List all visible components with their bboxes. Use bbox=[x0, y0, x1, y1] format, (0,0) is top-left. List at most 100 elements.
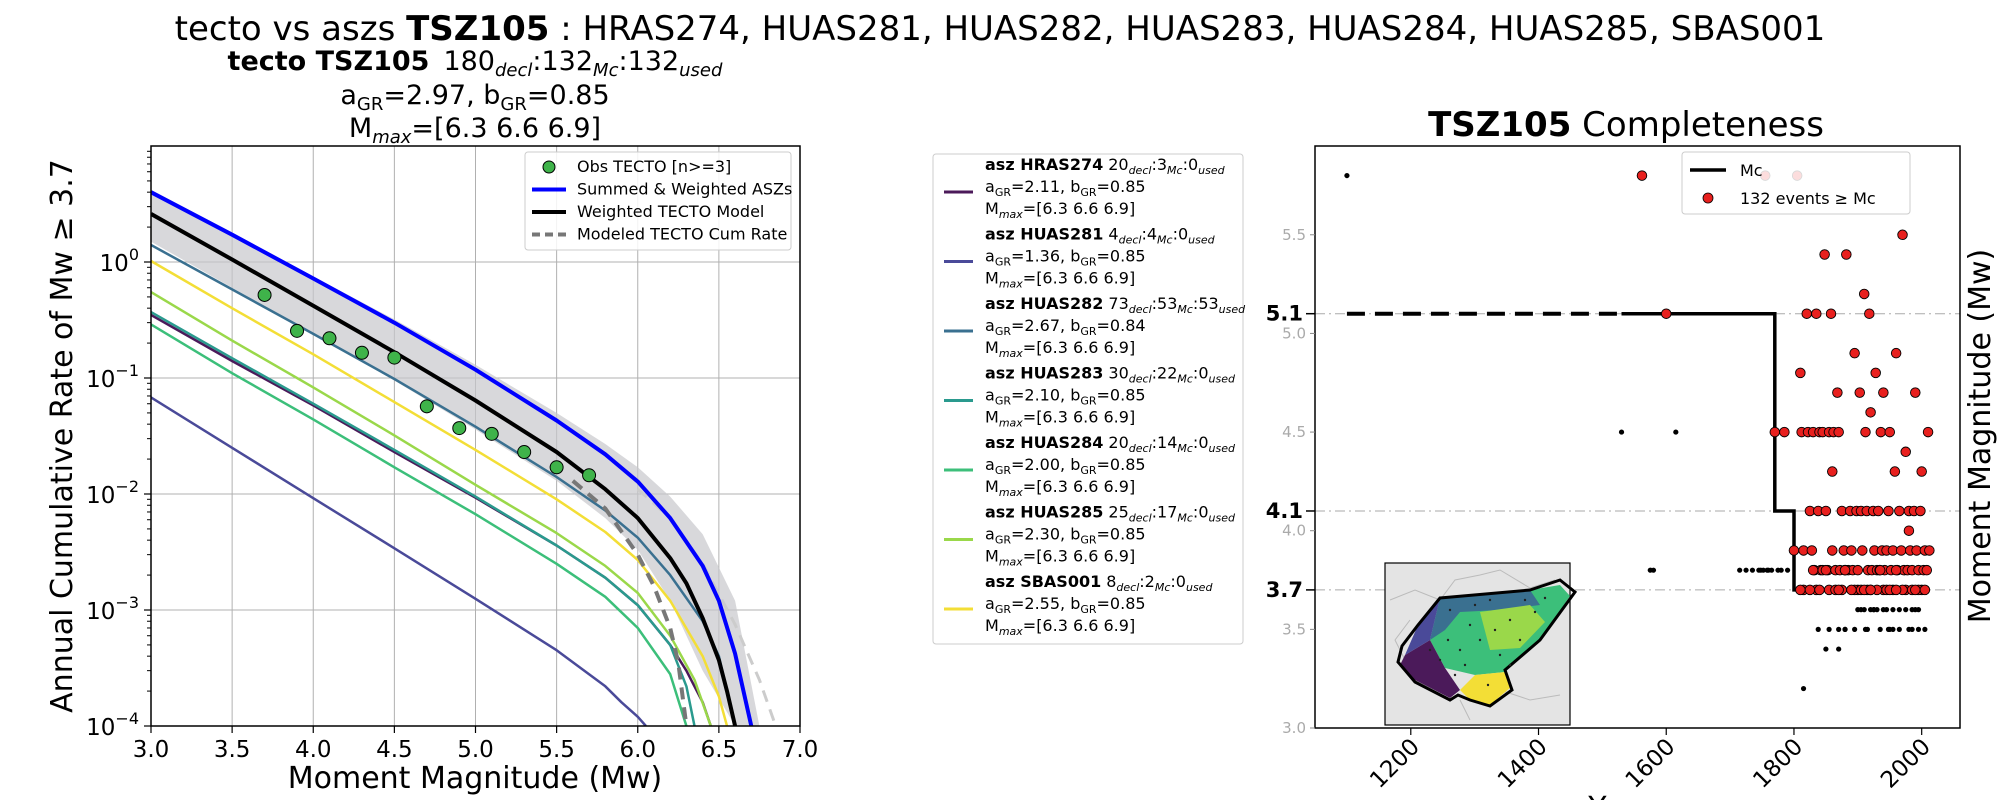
asz-legend-colon: : bbox=[1152, 294, 1157, 313]
completeness-event-below bbox=[1769, 567, 1775, 573]
title-prefix: tecto vs aszs bbox=[175, 9, 406, 49]
inset-map-event bbox=[1498, 653, 1502, 657]
completeness-chart: 1200 1400 1600 1800 2000 3.03.54.04.55.05.5 … bbox=[1266, 145, 1998, 800]
asz-legend-mc-sub: Mc bbox=[1155, 581, 1171, 594]
completeness-event-above bbox=[1846, 584, 1857, 596]
left-subtitle-colon1: : bbox=[532, 46, 541, 77]
left-b-letter: b bbox=[483, 80, 500, 111]
asz-legend-b-letter: b bbox=[1070, 177, 1080, 196]
inset-map-event bbox=[1518, 638, 1522, 642]
asz-legend-used: 53 bbox=[1198, 294, 1218, 313]
asz-legend-eq: = bbox=[1023, 199, 1036, 218]
asz-legend-eq: = bbox=[1097, 247, 1110, 266]
asz-legend-line2: aGR=2.10, bGR=0.85 bbox=[985, 386, 1146, 408]
completeness-event-below bbox=[1344, 172, 1350, 179]
completeness-event-above bbox=[1900, 446, 1911, 458]
rate-x-label: Moment Magnitude (Mw) bbox=[288, 761, 663, 796]
completeness-plot-frame bbox=[1314, 145, 1961, 729]
rate-legend: Obs TECTO [n>=3] Summed & Weighted ASZs We… bbox=[524, 151, 792, 251]
completeness-event-below bbox=[1800, 685, 1807, 692]
completeness-event-above bbox=[1814, 584, 1825, 596]
asz-legend-decl: 25 bbox=[1108, 503, 1128, 522]
rate-observed-point bbox=[290, 323, 305, 338]
rate-chart: 3.0 3.5 4.0 4.5 5.0 5.5 6.0 6.5 7.0 10010−110−21… bbox=[45, 145, 818, 796]
completeness-event-above bbox=[1811, 308, 1822, 319]
asz-legend-line1: asz HUAS281 4decl:4Mc:0used bbox=[985, 225, 1216, 247]
asz-legend-name: HUAS285 bbox=[1020, 503, 1103, 522]
left-subtitle-used: 132 bbox=[628, 46, 680, 77]
asz-legend-m-letter: M bbox=[985, 338, 999, 357]
asz-legend-max-sub: max bbox=[999, 556, 1023, 569]
completeness-event-above bbox=[1795, 367, 1806, 379]
completeness-event-above bbox=[1819, 249, 1830, 260]
asz-legend-b: 0.85 bbox=[1110, 247, 1146, 266]
completeness-event-above bbox=[1833, 426, 1844, 438]
asz-legend-gr-sub: GR bbox=[1080, 325, 1097, 338]
asz-legend-gr-sub: GR bbox=[1080, 395, 1097, 408]
inset-map-borders bbox=[1389, 569, 1561, 721]
rate-x-tick-label: 4.5 bbox=[376, 737, 413, 763]
completeness-event-below bbox=[1890, 626, 1896, 632]
completeness-legend: Mc 132 events ≥ Mc bbox=[1681, 151, 1911, 215]
completeness-event-below bbox=[1896, 607, 1902, 613]
completeness-event-above bbox=[1910, 584, 1921, 596]
rate-x-tick-label: 6.5 bbox=[701, 737, 738, 763]
left-a-sub: GR bbox=[357, 94, 383, 115]
asz-legend-used-sub: used bbox=[1198, 164, 1225, 177]
completeness-y-tick-label: 3.5 bbox=[1282, 620, 1306, 638]
completeness-x-ticks: 1200 1400 1600 1800 2000 bbox=[1365, 728, 1936, 794]
asz-legend-line3: Mmax=[6.3 6.6 6.9] bbox=[985, 269, 1135, 291]
asz-legend-line2: aGR=1.36, bGR=0.85 bbox=[985, 247, 1146, 269]
left-mmax-value: [6.3 6.6 6.9] bbox=[434, 113, 601, 144]
left-b-sub: GR bbox=[500, 94, 526, 115]
asz-legend-eq: = bbox=[1011, 525, 1024, 544]
asz-legend-eq: = bbox=[1011, 177, 1024, 196]
asz-legend-line3: Mmax=[6.3 6.6 6.9] bbox=[985, 547, 1135, 569]
completeness-event-below bbox=[1852, 626, 1858, 632]
asz-legend-gr-sub: GR bbox=[995, 325, 1012, 338]
completeness-event-above bbox=[1825, 308, 1837, 319]
title-zone: TSZ105 bbox=[406, 9, 549, 49]
completeness-event-above bbox=[1922, 426, 1934, 438]
completeness-legend-marker bbox=[1702, 192, 1714, 204]
completeness-event-above bbox=[1860, 426, 1871, 438]
asz-legend-b: 0.85 bbox=[1110, 594, 1146, 613]
rate-y-tick-label: 10−4 bbox=[86, 709, 139, 741]
completeness-event-below bbox=[1842, 626, 1848, 632]
left-max-sub: max bbox=[372, 127, 412, 148]
asz-legend-line2: aGR=2.11, bGR=0.85 bbox=[985, 177, 1146, 199]
completeness-event-above bbox=[1779, 426, 1790, 438]
completeness-event-above bbox=[1827, 466, 1838, 477]
asz-legend-a: 1.36 bbox=[1024, 247, 1060, 266]
asz-legend-mc-sub: Mc bbox=[1177, 303, 1193, 316]
asz-legend-line3: Mmax=[6.3 6.6 6.9] bbox=[985, 408, 1135, 430]
rate-observed-point bbox=[452, 421, 467, 436]
asz-legend-a: 2.10 bbox=[1024, 386, 1060, 405]
asz-legend-name: HUAS283 bbox=[1020, 364, 1103, 383]
asz-legend-a-letter: a bbox=[985, 525, 995, 544]
completeness-event-above bbox=[1806, 545, 1818, 556]
rate-legend-label: Obs TECTO [n>=3] bbox=[577, 157, 731, 176]
asz-legend-max-sub: max bbox=[999, 486, 1023, 499]
rate-legend-box bbox=[524, 151, 792, 251]
inset-map-event bbox=[1428, 648, 1432, 652]
completeness-event-above bbox=[1846, 545, 1857, 556]
asz-legend-colon: : bbox=[1193, 364, 1198, 383]
completeness-event-below bbox=[1823, 646, 1829, 652]
asz-legend-prefix: asz bbox=[985, 294, 1020, 313]
asz-legend-gr-sub: GR bbox=[995, 256, 1012, 269]
asz-legend-eq: = bbox=[1023, 408, 1036, 427]
inset-zone-huas285 bbox=[1480, 605, 1545, 650]
rate-series bbox=[151, 190, 778, 726]
completeness-event-below bbox=[1862, 626, 1869, 632]
completeness-event-below bbox=[1673, 429, 1679, 435]
asz-legend-colon: : bbox=[1139, 572, 1144, 591]
rate-observed-point bbox=[354, 345, 369, 360]
asz-legend-used-sub: used bbox=[1188, 234, 1215, 247]
asz-legend-prefix: asz bbox=[985, 433, 1020, 452]
left-sep: , bbox=[466, 80, 483, 111]
completeness-event-above bbox=[1890, 584, 1902, 596]
left-a-value: 2.97 bbox=[406, 80, 466, 111]
completeness-title-text: Completeness bbox=[1571, 105, 1824, 145]
